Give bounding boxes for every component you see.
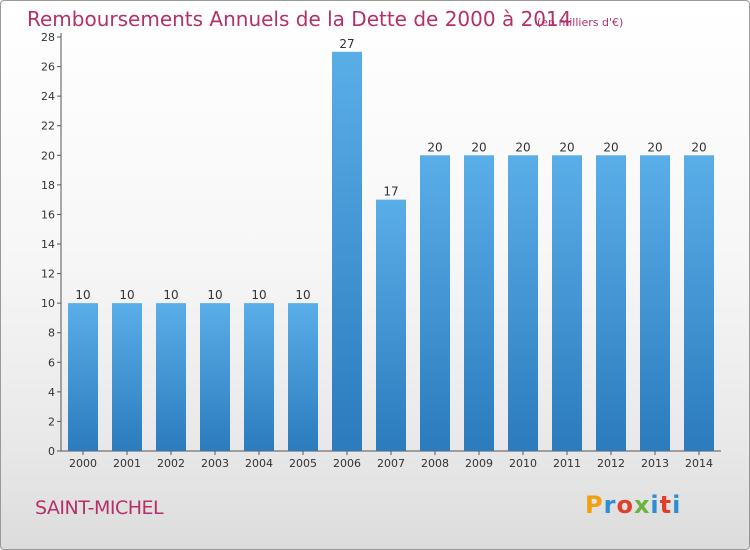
bar-2006	[332, 51, 362, 452]
bar-2001	[112, 303, 142, 451]
bar-2009	[464, 155, 494, 452]
bar-2004	[244, 303, 274, 451]
data-label: 20	[691, 140, 706, 154]
logo-letter: r	[603, 491, 617, 519]
bar-2007	[376, 199, 406, 451]
data-label: 20	[559, 140, 574, 154]
chart-bars	[68, 51, 714, 452]
x-tick-label: 2003	[201, 457, 229, 470]
data-label: 27	[339, 37, 354, 51]
data-label: 10	[119, 288, 134, 302]
commune-name: SAINT-MICHEL	[35, 497, 164, 519]
y-tick-label: 22	[41, 120, 55, 133]
logo-letter: t	[659, 491, 673, 519]
x-tick-label: 2005	[289, 457, 317, 470]
x-tick-label: 2013	[641, 457, 669, 470]
y-tick-label: 8	[48, 327, 55, 340]
chart-data-labels: 10 10 10 10 10 10 27 17 20 20 20 20 20 20 20	[75, 37, 706, 302]
y-tick-label: 24	[41, 90, 55, 103]
x-tick-label: 2014	[685, 457, 713, 470]
x-tick-label: 2010	[509, 457, 537, 470]
y-tick-label: 4	[48, 386, 55, 399]
y-tick-label: 18	[41, 179, 55, 192]
x-tick-label: 2009	[465, 457, 493, 470]
logo-letter: i	[672, 491, 682, 519]
bar-2011	[552, 155, 582, 452]
data-label: 17	[383, 185, 398, 199]
logo-letter: P	[585, 491, 604, 519]
data-label: 10	[75, 288, 90, 302]
x-tick-label: 2007	[377, 457, 405, 470]
x-tick-label: 2012	[597, 457, 625, 470]
y-tick-label: 10	[41, 297, 55, 310]
chart-subtitle: (en milliers d'€)	[537, 16, 624, 29]
logo-letter: o	[616, 491, 634, 519]
data-label: 10	[295, 288, 310, 302]
data-label: 20	[515, 140, 530, 154]
bar-2005	[288, 303, 318, 451]
y-tick-label: 6	[48, 356, 55, 369]
x-tick-label: 2006	[333, 457, 361, 470]
y-tick-label: 20	[41, 149, 55, 162]
y-tick-label: 0	[48, 445, 55, 458]
logo-letter: i	[650, 491, 660, 519]
bar-2012	[596, 155, 626, 452]
y-tick-label: 14	[41, 238, 55, 251]
x-tick-label: 2011	[553, 457, 581, 470]
x-tick-label: 2008	[421, 457, 449, 470]
y-tick-label: 16	[41, 208, 55, 221]
data-label: 10	[251, 288, 266, 302]
bar-2002	[156, 303, 186, 451]
x-tick-label: 2004	[245, 457, 273, 470]
data-label: 20	[603, 140, 618, 154]
bar-2013	[640, 155, 670, 452]
y-tick-label: 2	[48, 415, 55, 428]
bar-2003	[200, 303, 230, 451]
y-tick-label: 26	[41, 61, 55, 74]
data-label: 20	[427, 140, 442, 154]
bar-2014	[684, 155, 714, 452]
data-label: 10	[207, 288, 222, 302]
data-label: 10	[163, 288, 178, 302]
bar-2000	[68, 303, 98, 451]
y-tick-label: 28	[41, 31, 55, 44]
data-label: 20	[471, 140, 486, 154]
data-label: 20	[647, 140, 662, 154]
x-tick-label: 2001	[113, 457, 141, 470]
x-tick-label: 2002	[157, 457, 185, 470]
x-tick-label: 2000	[69, 457, 97, 470]
bar-2010	[508, 155, 538, 452]
bar-2008	[420, 155, 450, 452]
chart-title: Remboursements Annuels de la Dette de 20…	[27, 7, 572, 31]
logo-letter: x	[633, 491, 651, 519]
proxiti-logo: Proxiti	[585, 491, 681, 519]
y-tick-label: 12	[41, 268, 55, 281]
